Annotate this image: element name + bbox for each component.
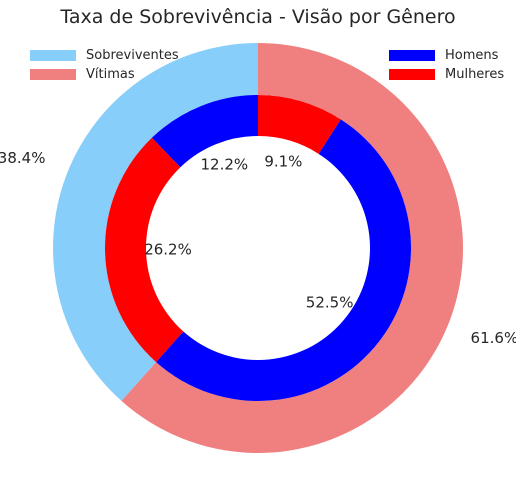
legend-label: Vítimas <box>86 67 135 82</box>
legend-label: Mulheres <box>445 67 505 82</box>
inner-percent-label: 12.2% <box>201 156 249 174</box>
legend-entry: Vítimas <box>30 65 179 84</box>
outer-percent-label: 61.6% <box>471 329 516 347</box>
legend-swatch <box>389 50 435 61</box>
legend-entry: Homens <box>389 46 504 65</box>
legend-entry: Mulheres <box>389 65 504 84</box>
legend-entry: Sobreviventes <box>30 46 179 65</box>
legend-label: Homens <box>445 48 499 63</box>
legend-swatch <box>30 50 76 61</box>
inner-slice-mulheres <box>104 137 184 363</box>
legend-swatch <box>389 69 435 80</box>
legend-outer-ring: Sobreviventes Vítimas <box>30 46 179 84</box>
inner-percent-label: 52.5% <box>306 293 354 311</box>
legend-swatch <box>30 69 76 80</box>
inner-slice-homens <box>151 95 258 168</box>
outer-percent-label: 38.4% <box>0 149 45 167</box>
inner-percent-label: 26.2% <box>144 241 192 259</box>
chart-title: Taxa de Sobrevivência - Visão por Gênero <box>60 6 456 28</box>
inner-slice-mulheres <box>258 95 341 154</box>
outer-slice-sobreviventes <box>53 43 258 401</box>
legend-label: Sobreviventes <box>86 48 179 63</box>
legend-inner-ring: Homens Mulheres <box>389 46 504 84</box>
inner-slice-homens <box>156 119 411 401</box>
outer-slice-v-timas <box>121 43 463 454</box>
inner-percent-label: 9.1% <box>264 153 302 171</box>
